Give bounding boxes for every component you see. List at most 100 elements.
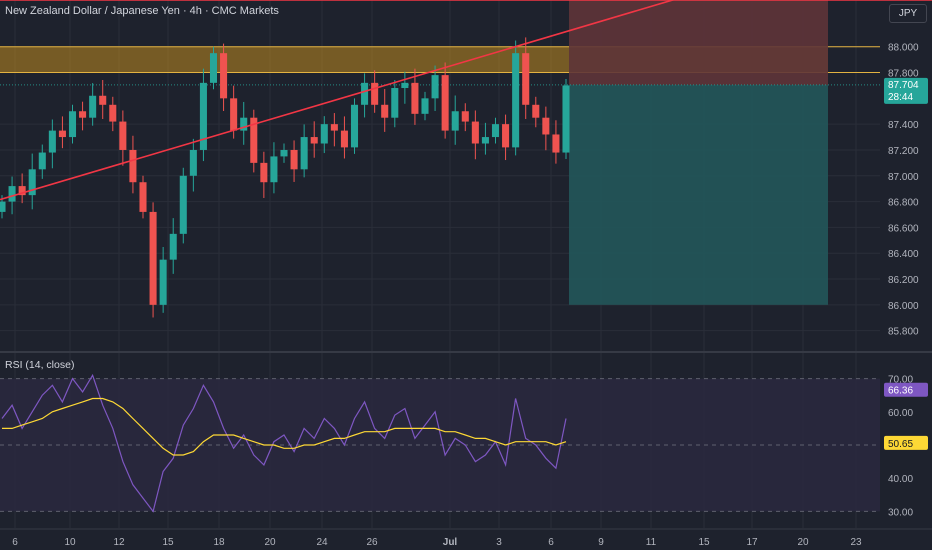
time-tick-label: 15: [162, 537, 174, 548]
currency-button[interactable]: JPY: [889, 4, 927, 23]
rsi-line: [1, 373, 567, 513]
time-tick-label: 26: [366, 537, 378, 548]
candle-body: [371, 82, 379, 105]
candle-body: [48, 130, 56, 153]
candle-body: [471, 121, 479, 144]
candle-body: [300, 137, 308, 170]
price-tick-label: 87.000: [888, 172, 919, 183]
rsi-tick-label: 40.00: [888, 474, 913, 485]
candle-body: [220, 53, 228, 99]
candle-body: [68, 111, 77, 138]
price-tick-label: 87.800: [888, 69, 919, 80]
rsi-tick-label: 70.00: [888, 375, 913, 386]
price-tick-label: 86.600: [888, 223, 919, 234]
candle-body: [79, 111, 87, 118]
price-tick-label: 86.000: [888, 301, 919, 312]
candle-body: [189, 149, 197, 176]
candle-body: [491, 124, 500, 138]
drawing-layer: [0, 0, 880, 305]
candle-body: [149, 211, 157, 305]
candle-body: [350, 104, 359, 148]
time-tick-label: 11: [646, 537, 657, 548]
candle-body: [381, 104, 389, 118]
candle-body: [159, 259, 167, 305]
candle-body: [330, 124, 338, 131]
price-tick-label: 86.800: [888, 198, 919, 209]
candle-body: [451, 111, 459, 131]
time-tick-label: 12: [113, 537, 125, 548]
candlestick-series: [0, 37, 570, 318]
time-tick-label: 10: [64, 537, 76, 548]
time-tick-label: 20: [797, 537, 809, 548]
candle-body: [512, 53, 520, 148]
time-tick-label: 17: [746, 537, 758, 548]
price-tick-label: 86.200: [888, 275, 919, 286]
time-tick-label: 18: [213, 537, 225, 548]
rsi-value-text: 66.36: [888, 386, 913, 397]
stop-loss-zone: [569, 0, 828, 85]
price-badge-value: 87.704: [888, 80, 919, 91]
price-tick-label: 86.400: [888, 249, 919, 260]
candle-body: [260, 162, 268, 183]
candle-body: [522, 53, 530, 105]
candle-body: [340, 130, 348, 148]
candle-body: [270, 156, 278, 183]
candle-body: [502, 124, 510, 148]
time-tick-label: 9: [598, 537, 604, 548]
candle-body: [109, 104, 117, 122]
rsi-tick-label: 60.00: [888, 408, 913, 419]
candle-body: [18, 186, 26, 196]
candle-body: [361, 82, 369, 105]
candle-body: [562, 85, 570, 153]
candle-body: [129, 149, 137, 183]
rsi-pane: [0, 373, 880, 513]
time-tick-label: 15: [698, 537, 710, 548]
rsi-ma-badge: [884, 435, 928, 450]
chart-title: New Zealand Dollar / Japanese Yen · 4h ·…: [5, 5, 279, 17]
candle-body: [280, 149, 288, 157]
rsi-ma-text: 50.65: [888, 439, 913, 450]
candle-body: [250, 117, 258, 163]
candle-body: [230, 98, 238, 131]
candle-body: [411, 82, 419, 114]
candle-body: [461, 111, 469, 122]
price-tick-label: 87.400: [888, 120, 919, 131]
candle-body: [401, 82, 409, 89]
time-tick-label: Jul: [443, 537, 458, 548]
candle-body: [542, 117, 550, 135]
candle-body: [441, 75, 449, 131]
rsi-ma-line: [2, 397, 567, 456]
candle-body: [552, 134, 560, 153]
candle-body: [320, 124, 328, 144]
candle-body: [139, 182, 147, 212]
candle-body: [290, 149, 298, 170]
candle-body: [431, 75, 439, 99]
candle-body: [89, 95, 97, 118]
candle-body: [240, 117, 248, 131]
candle-body: [58, 130, 66, 138]
time-tick-label: 6: [548, 537, 554, 548]
axis-labels: 88.000 87.800 87.400 87.200 87.000 86.800 86.6…: [12, 43, 928, 548]
rsi-value-badge: [884, 382, 928, 397]
price-badge-countdown: 28:44: [888, 92, 913, 103]
trendline: [0, 0, 676, 201]
candle-body: [169, 233, 177, 260]
take-profit-zone: [569, 84, 828, 305]
candle-body: [119, 121, 127, 150]
candle-body: [99, 95, 107, 105]
candle-body: [179, 175, 187, 234]
time-tick-label: 3: [496, 537, 502, 548]
price-tick-label: 88.000: [888, 43, 919, 54]
candle-body: [28, 169, 36, 196]
time-tick-label: 20: [264, 537, 276, 548]
candle-body: [38, 152, 46, 170]
rsi-label: RSI (14, close): [5, 359, 75, 371]
price-badge: [884, 77, 928, 104]
candle-body: [532, 104, 540, 118]
trendline-layer: [0, 0, 932, 201]
candle-body: [481, 137, 489, 144]
candle-body: [310, 137, 318, 144]
candle-body: [421, 98, 429, 114]
candle-body: [199, 82, 207, 150]
